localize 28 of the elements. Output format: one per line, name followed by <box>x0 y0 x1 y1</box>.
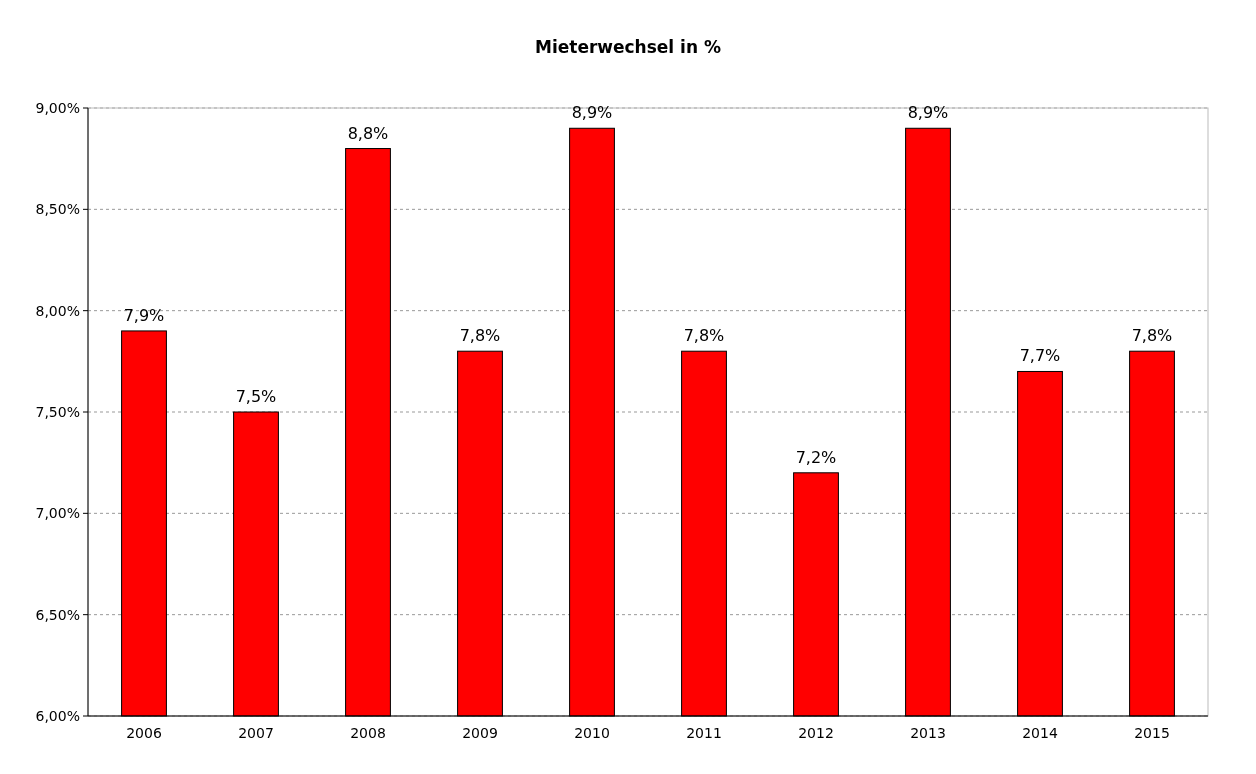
x-tick-label: 2013 <box>910 725 946 741</box>
data-label: 7,8% <box>1131 326 1173 346</box>
x-tick-label: 2014 <box>1022 725 1058 741</box>
data-label: 7,8% <box>459 326 501 346</box>
x-tick-label: 2012 <box>798 725 834 741</box>
data-label: 7,5% <box>235 387 277 406</box>
y-tick-label: 9,00% <box>35 99 80 116</box>
y-tick-label: 7,00% <box>35 505 80 522</box>
y-tick-label: 7,50% <box>35 403 80 420</box>
x-tick-label: 2009 <box>462 725 498 741</box>
data-label: 7,2% <box>795 447 837 467</box>
chart-title: Mieterwechsel in % <box>534 37 722 57</box>
x-tick-label: 2011 <box>686 725 722 741</box>
x-tick-label: 2006 <box>126 725 162 741</box>
x-tick-label: 2007 <box>238 725 274 741</box>
data-label: 8,9% <box>571 103 613 123</box>
x-tick-label: 2015 <box>1134 725 1170 741</box>
data-label: 8,9% <box>907 103 949 123</box>
y-tick-label: 6,50% <box>35 606 80 623</box>
x-tick-label: 2008 <box>350 725 386 741</box>
x-tick-label: 2010 <box>574 725 610 741</box>
data-label: 8,8% <box>347 123 389 143</box>
y-tick-label: 6,00% <box>35 707 80 724</box>
data-label: 7,7% <box>1019 346 1061 366</box>
data-label: 7,8% <box>683 326 725 346</box>
data-label: 7,9% <box>123 305 165 325</box>
y-tick-label: 8,50% <box>35 201 80 218</box>
y-tick-label: 8,00% <box>35 302 80 319</box>
